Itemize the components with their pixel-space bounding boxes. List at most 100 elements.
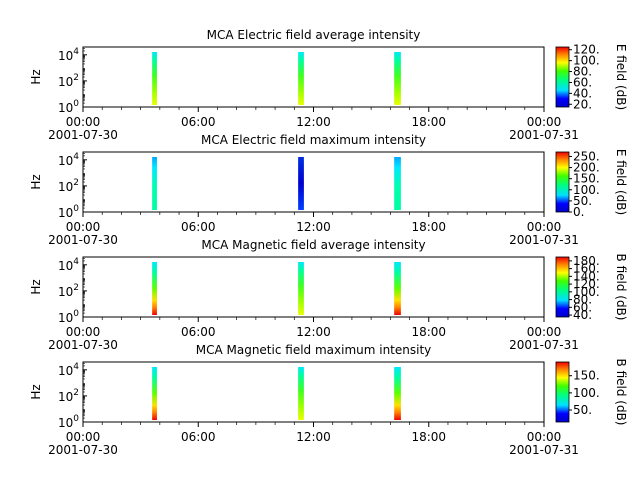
colorbar-tick-label: 100.: [573, 285, 600, 299]
panel-1: MCA Electric field average intensity 100 1…: [29, 28, 628, 142]
panel-title: MCA Electric field average intensity: [207, 28, 421, 42]
y-tick-label: 102: [58, 283, 79, 299]
colorbar-label: B field (dB): [614, 254, 628, 321]
colorbar: 0.50.100.150.200.250. E field (dB): [555, 149, 628, 219]
colorbar-label: E field (dB): [614, 44, 628, 110]
colorbar-tick-label: 150.: [573, 369, 600, 383]
colorbar: 50. 100. 150. B field (dB): [555, 359, 628, 426]
x-tick-time: 00:00: [66, 115, 101, 129]
y-tick-label: 102: [58, 178, 79, 194]
colorbar-tick-label: 50.: [573, 194, 592, 208]
y-axis-label: Hz: [29, 384, 43, 399]
colorbar-tick-label: 60.: [573, 75, 592, 89]
colorbar-tick-label: 150.: [573, 172, 600, 186]
colorbar-gradient: [555, 151, 570, 213]
x-tick-time: 18:00: [411, 325, 446, 339]
x-tick-time: 00:00: [66, 430, 101, 444]
x-tick-time: 18:00: [411, 220, 446, 234]
x-tick-date: 2001-07-30: [48, 233, 118, 247]
colorbar-tick-label: 250.: [573, 149, 600, 163]
panel-title: MCA Magnetic field maximum intensity: [196, 343, 432, 357]
x-tick-time: 00:00: [527, 115, 562, 129]
colorbar-tick-label: 100.: [573, 386, 600, 400]
colorbar-tick-label: 200.: [573, 161, 600, 175]
colorbar-tick-label: 140.: [573, 269, 600, 283]
pass-strip-1: [152, 262, 157, 315]
pass-strip-1: [152, 157, 157, 210]
x-tick-time: 00:00: [527, 220, 562, 234]
colorbar-tick-label: 100.: [573, 183, 600, 197]
y-tick-label: 104: [58, 152, 79, 168]
y-tick-label: 100: [58, 414, 79, 430]
panel-title: MCA Electric field maximum intensity: [201, 133, 426, 147]
panel-3: MCA Magnetic field average intensity 100 1…: [29, 238, 628, 352]
pass-strip-1: [152, 367, 157, 420]
x-tick-time: 00:00: [527, 325, 562, 339]
panel-title: MCA Magnetic field average intensity: [201, 238, 425, 252]
colorbar-label: E field (dB): [614, 149, 628, 215]
pass-strip-1: [152, 52, 157, 105]
y-tick-label: 102: [58, 73, 79, 89]
pass-strip-3: [394, 157, 401, 210]
colorbar-tick-label: 180.: [573, 254, 600, 268]
x-tick-time: 12:00: [296, 430, 331, 444]
y-tick-label: 102: [58, 388, 79, 404]
y-tick-label: 100: [58, 309, 79, 325]
x-tick-date: 2001-07-30: [48, 443, 118, 457]
x-tick-date: 2001-07-31: [509, 338, 579, 352]
x-tick-date: 2001-07-31: [509, 233, 579, 247]
panel-4: MCA Magnetic field maximum intensity 100 1…: [29, 343, 628, 457]
colorbar-gradient: [555, 46, 570, 108]
colorbar-tick-label: 120.: [573, 277, 600, 291]
pass-strip-3: [394, 262, 401, 315]
y-tick-label: 100: [58, 204, 79, 220]
colorbar-tick-label: 40.: [573, 308, 592, 322]
colorbar-gradient: [555, 256, 570, 318]
x-tick-time: 00:00: [527, 430, 562, 444]
colorbar-tick-label: 0.: [573, 205, 584, 219]
colorbar-gradient: [555, 361, 570, 423]
colorbar-tick-label: 60.: [573, 300, 592, 314]
x-tick-time: 12:00: [296, 220, 331, 234]
x-tick-date: 2001-07-30: [48, 128, 118, 142]
colorbar: 40.60.80.100.120.140.160.180. B field (dB…: [555, 254, 628, 322]
x-tick-date: 2001-07-30: [48, 338, 118, 352]
x-tick-date: 2001-07-31: [509, 443, 579, 457]
pass-strip-3: [394, 367, 401, 420]
pass-strip-2: [298, 52, 304, 105]
colorbar-tick-label: 20.: [573, 97, 592, 111]
x-tick-time: 06:00: [181, 430, 216, 444]
panel-2: MCA Electric field maximum intensity 100 1…: [29, 133, 628, 247]
x-tick-time: 12:00: [296, 325, 331, 339]
y-axis-label: Hz: [29, 174, 43, 189]
x-tick-time: 18:00: [411, 115, 446, 129]
colorbar-label: B field (dB): [614, 359, 628, 426]
colorbar-tick-label: 120.: [573, 43, 600, 57]
x-tick-time: 18:00: [411, 430, 446, 444]
x-tick-time: 06:00: [181, 115, 216, 129]
colorbar-tick-label: 80.: [573, 65, 592, 79]
x-tick-time: 06:00: [181, 220, 216, 234]
x-tick-time: 12:00: [296, 115, 331, 129]
colorbar: 20.40.60.80.100.120. E field (dB): [555, 43, 628, 111]
pass-strip-3: [394, 52, 401, 105]
colorbar-tick-label: 100.: [573, 54, 600, 68]
y-tick-label: 104: [58, 47, 79, 63]
pass-strip-2: [298, 157, 304, 210]
x-tick-time: 00:00: [66, 220, 101, 234]
y-tick-label: 104: [58, 257, 79, 273]
y-tick-label: 104: [58, 362, 79, 378]
colorbar-tick-label: 40.: [573, 86, 592, 100]
y-axis-label: Hz: [29, 279, 43, 294]
x-tick-time: 06:00: [181, 325, 216, 339]
x-tick-time: 00:00: [66, 325, 101, 339]
y-tick-label: 100: [58, 99, 79, 115]
x-tick-date: 2001-07-31: [509, 128, 579, 142]
pass-strip-2: [298, 262, 304, 315]
colorbar-tick-label: 80.: [573, 293, 592, 307]
pass-strip-2: [298, 367, 304, 420]
colorbar-tick-label: 50.: [573, 403, 592, 417]
y-axis-label: Hz: [29, 69, 43, 84]
colorbar-tick-label: 160.: [573, 262, 600, 276]
